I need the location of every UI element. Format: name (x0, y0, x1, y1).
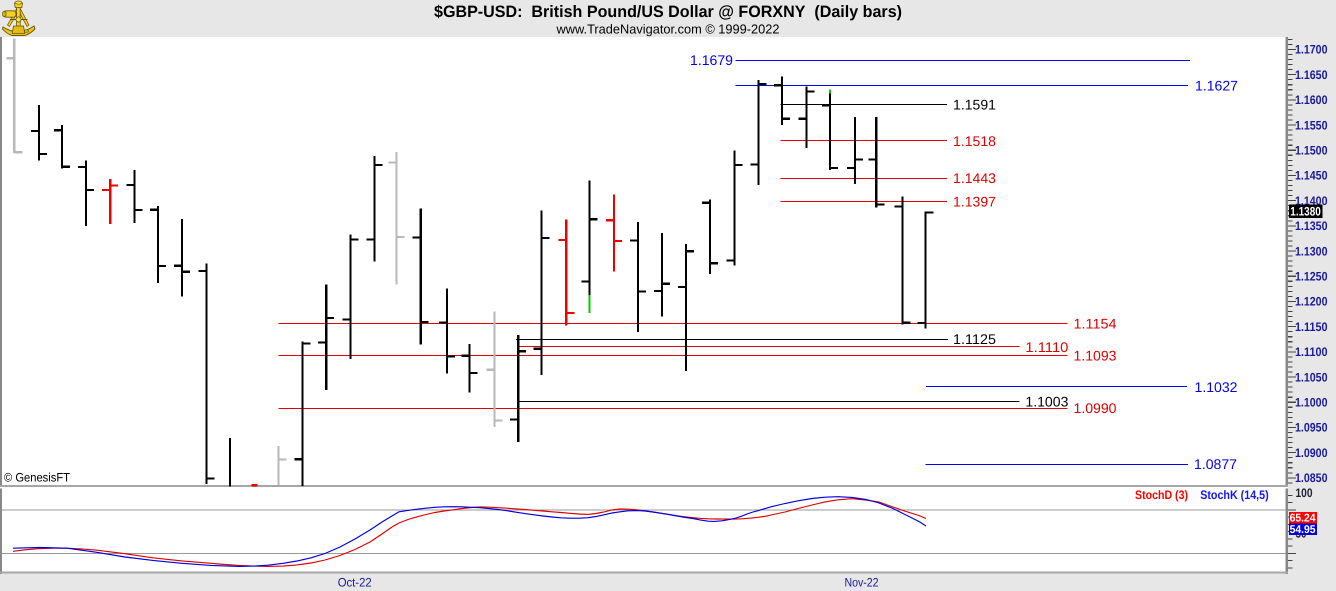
svg-text:Oct-22: Oct-22 (338, 576, 372, 590)
svg-text:1.1300: 1.1300 (1295, 244, 1328, 258)
svg-text:1.0900: 1.0900 (1295, 446, 1328, 460)
svg-text:1.1000: 1.1000 (1295, 396, 1328, 410)
svg-text:54.95: 54.95 (1290, 524, 1316, 536)
svg-text:1.1154: 1.1154 (1074, 316, 1117, 332)
svg-text:StochK (14,5): StochK (14,5) (1200, 488, 1269, 502)
svg-text:1.1679: 1.1679 (690, 52, 733, 68)
svg-text:100: 100 (1296, 486, 1313, 500)
svg-text:65.24: 65.24 (1290, 513, 1317, 525)
svg-text:1.0877: 1.0877 (1194, 456, 1237, 472)
svg-text:1.1650: 1.1650 (1295, 68, 1328, 82)
svg-text:1.1125: 1.1125 (953, 331, 996, 347)
svg-text:1.1200: 1.1200 (1295, 295, 1328, 309)
svg-text:StochD (3): StochD (3) (1135, 488, 1188, 502)
svg-text:1.0990: 1.0990 (1074, 400, 1117, 416)
svg-text:1.1003: 1.1003 (1025, 393, 1068, 409)
svg-text:1.1500: 1.1500 (1295, 144, 1328, 158)
svg-text:1.1150: 1.1150 (1295, 320, 1328, 334)
svg-text:1.1032: 1.1032 (1195, 379, 1238, 395)
svg-text:1.1093: 1.1093 (1074, 347, 1117, 363)
svg-text:1.1450: 1.1450 (1295, 169, 1328, 183)
svg-text:1.1443: 1.1443 (953, 170, 996, 186)
svg-text:Nov-22: Nov-22 (845, 576, 879, 590)
svg-text:1.1050: 1.1050 (1295, 370, 1328, 384)
svg-text:1.1550: 1.1550 (1295, 118, 1328, 132)
svg-text:1.1627: 1.1627 (1195, 78, 1238, 94)
svg-text:© GenesisFT: © GenesisFT (4, 471, 70, 485)
svg-text:1.1380: 1.1380 (1290, 204, 1321, 218)
svg-text:1.1700: 1.1700 (1295, 43, 1328, 57)
svg-text:$GBP-USD: British Pound/US Do: $GBP-USD: British Pound/US Dollar @ FORX… (434, 3, 902, 21)
svg-text:1.1600: 1.1600 (1295, 93, 1328, 107)
svg-text:1.1518: 1.1518 (953, 133, 996, 149)
svg-text:1.1100: 1.1100 (1295, 345, 1328, 359)
svg-text:www.TradeNavigator.com © 1999-: www.TradeNavigator.com © 1999-2022 (556, 22, 780, 37)
svg-text:1.1350: 1.1350 (1295, 219, 1328, 233)
svg-text:1.0850: 1.0850 (1295, 471, 1328, 485)
svg-text:1.1591: 1.1591 (953, 96, 996, 112)
svg-text:1.1250: 1.1250 (1295, 270, 1328, 284)
svg-text:1.1397: 1.1397 (953, 193, 996, 209)
svg-text:1.1110: 1.1110 (1025, 339, 1068, 355)
svg-text:1.0950: 1.0950 (1295, 421, 1328, 435)
